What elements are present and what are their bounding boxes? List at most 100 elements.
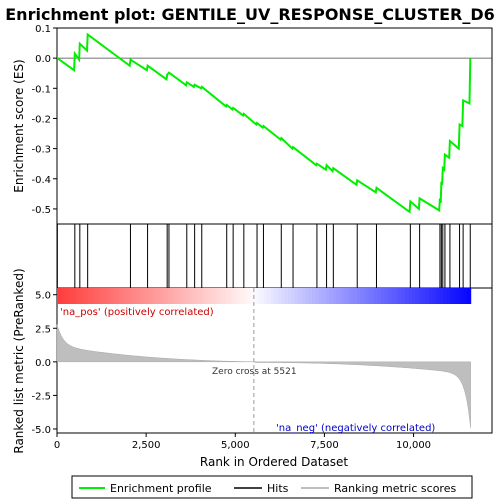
colorbar-segment <box>194 288 199 304</box>
es-tick-label: -0.1 <box>31 84 51 95</box>
colorbar-segment <box>353 288 358 304</box>
colorbar-segment <box>250 288 255 304</box>
colorbar-segment <box>463 288 468 304</box>
colorbar-segment <box>281 288 286 304</box>
colorbar-segment <box>329 288 334 304</box>
metric-tick-label: 5.0 <box>35 291 51 302</box>
legend-label-hits: Hits <box>267 482 289 495</box>
colorbar-segment <box>284 288 289 304</box>
colorbar-segment <box>112 288 117 304</box>
ranking-metric-area <box>56 288 471 433</box>
colorbar-segment <box>215 288 220 304</box>
colorbar-segment <box>287 288 292 304</box>
colorbar-segment <box>384 288 389 304</box>
colorbar-segment <box>70 288 75 304</box>
colorbar-segment <box>177 288 182 304</box>
colorbar-segment <box>398 288 403 304</box>
colorbar-segment <box>81 288 86 304</box>
colorbar-segment <box>436 288 441 304</box>
colorbar-segment <box>270 288 275 304</box>
colorbar-segment <box>374 288 379 304</box>
metric-tick-label: 0.0 <box>35 358 51 369</box>
es-tick-label: 0.0 <box>35 54 51 65</box>
colorbar-segment <box>125 288 130 304</box>
colorbar-segment <box>349 288 355 304</box>
colorbar-segment <box>63 288 68 304</box>
colorbar-segment <box>277 288 282 304</box>
colorbar-segment <box>380 288 386 304</box>
colorbar-segment <box>346 288 351 304</box>
colorbar-segment <box>132 288 137 304</box>
colorbar-segment <box>305 288 310 304</box>
es-axis: 0.1 0.0 -0.1 -0.2 -0.3 -0.4 -0.5 <box>31 24 492 216</box>
colorbar-segment <box>291 288 296 304</box>
colorbar-segment <box>150 288 155 304</box>
colorbar-segment <box>432 288 437 304</box>
colorbar-segment <box>243 288 248 304</box>
colorbar-segment <box>163 288 168 304</box>
colorbar-segment <box>174 288 179 304</box>
es-tick-label: -0.2 <box>31 114 51 125</box>
colorbar-segment <box>415 288 420 304</box>
colorbar-segment <box>356 288 361 304</box>
colorbar-segment <box>181 288 186 304</box>
x-tick-label: 10,000 <box>396 440 431 451</box>
colorbar-segment <box>156 288 162 304</box>
colorbar-segment <box>239 288 244 304</box>
x-tick-label: 5,000 <box>221 440 250 451</box>
colorbar-segment <box>363 288 368 304</box>
metric-axis: 5.0 2.5 0.0 -2.5 -5.0 <box>31 291 57 436</box>
colorbar-segment <box>274 288 279 304</box>
colorbar-segment <box>198 288 203 304</box>
colorbar-segment <box>212 288 217 304</box>
colorbar-segment <box>405 288 410 304</box>
colorbar-segment <box>422 288 427 304</box>
colorbar-segment <box>370 288 375 304</box>
colorbar-segment <box>60 288 65 304</box>
colorbar-segment <box>77 288 82 304</box>
colorbar-segment <box>115 288 120 304</box>
hits-panel-frame <box>56 223 493 289</box>
colorbar-segment <box>94 288 99 304</box>
es-tick-label: -0.4 <box>31 175 51 186</box>
colorbar-segment <box>88 288 93 304</box>
colorbar-segment <box>467 288 472 304</box>
colorbar-segment <box>401 288 406 304</box>
enrichment-profile <box>56 32 472 214</box>
colorbar-segment <box>208 288 213 304</box>
colorbar-segment <box>236 288 241 304</box>
colorbar-segment <box>425 288 430 304</box>
colorbar-segment <box>67 288 72 304</box>
metric-area <box>56 324 471 428</box>
colorbar-segment <box>153 288 158 304</box>
colorbar-segment <box>205 288 210 304</box>
colorbar-segment <box>332 288 337 304</box>
colorbar-segment <box>129 288 134 304</box>
es-tick-label: 0.1 <box>35 24 51 35</box>
metric-tick-label: 2.5 <box>35 324 51 335</box>
colorbar-segment <box>225 288 230 304</box>
colorbar-segment <box>119 288 124 304</box>
legend-label-metric: Ranking metric scores <box>334 482 456 495</box>
colorbar-segment <box>256 288 261 304</box>
colorbar-segment <box>136 288 141 304</box>
colorbar-segment <box>418 288 423 304</box>
colorbar-segment <box>201 288 206 304</box>
colorbar-segment <box>322 288 327 304</box>
colorbar-segment <box>57 288 62 304</box>
x-tick-label: 2,500 <box>132 440 161 451</box>
x-axis-title: Rank in Ordered Dataset <box>200 455 348 469</box>
colorbar-segment <box>222 288 227 304</box>
colorbar-segment <box>449 288 454 304</box>
x-axis: 0 2,500 5,000 7,500 10,000 <box>54 433 431 451</box>
colorbar-segment <box>460 288 465 304</box>
colorbar-segment <box>263 288 268 304</box>
metric-tick-label: -5.0 <box>31 425 51 436</box>
colorbar-segment <box>443 288 448 304</box>
colorbar-segment <box>391 288 396 304</box>
es-line <box>56 32 472 214</box>
hit-markers <box>56 224 471 288</box>
es-tick-label: -0.3 <box>31 145 51 156</box>
